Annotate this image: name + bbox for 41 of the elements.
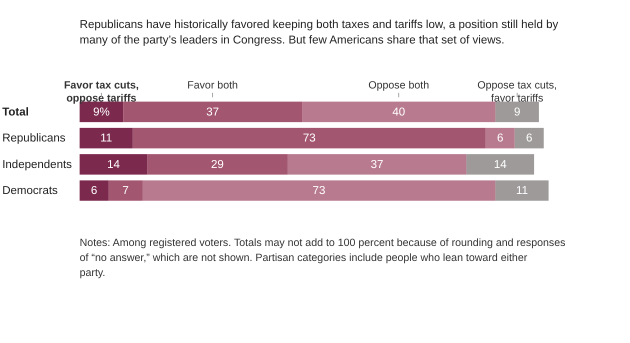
data-label: 7 (122, 185, 129, 198)
data-label: 14 (494, 158, 508, 171)
bar (486, 128, 515, 148)
data-label: 73 (302, 132, 316, 145)
bar (495, 180, 549, 201)
data-label: 37 (370, 158, 384, 171)
bar (123, 102, 302, 122)
data-label: 6 (497, 132, 504, 145)
series-label: Favor tax cuts, oppose tariffs (64, 79, 139, 105)
bar (302, 102, 496, 122)
bar (80, 154, 148, 175)
y-tick-label: Democrats (2, 185, 58, 198)
data-label: 73 (312, 185, 326, 198)
data-label: 6 (526, 132, 532, 145)
bar (288, 154, 466, 175)
bar (108, 180, 142, 201)
y-tick-label: Independents (2, 158, 72, 171)
data-label: 40 (392, 106, 406, 118)
bar (514, 128, 544, 148)
series-label: Oppose both (368, 79, 430, 92)
text: Notes: Among registered voters. Totals may not add to 100 percent because of rounding and responses of “no answer,” which are not shown. Partisan categories include people who lean toward either party. (80, 236, 566, 279)
bar (80, 180, 109, 201)
series-label: Oppose tax cuts, favor tariffs (477, 79, 557, 105)
series-label: Favor both (187, 79, 238, 92)
data-label: 9% (93, 106, 110, 118)
data-label: 14 (107, 158, 120, 171)
bar (142, 180, 496, 201)
chart-title: Republicans have historically favored keeping both taxes and tariffs low, a position still held by many of the party’s leaders in Congress. But few Americans share that set of views. (80, 19, 558, 46)
bar (495, 102, 539, 122)
data-label: 6 (90, 185, 98, 198)
data-label: 11 (100, 132, 112, 145)
data-label: 11 (516, 185, 528, 198)
bar (132, 128, 486, 148)
y-tick-label: Republicans (2, 132, 66, 145)
data-label: 29 (211, 158, 224, 171)
bar (147, 154, 288, 175)
data-label: 37 (206, 106, 219, 118)
bar (80, 128, 133, 148)
bar (466, 154, 534, 175)
y-tick-label: Total (2, 106, 29, 118)
data-label: 9 (514, 106, 520, 118)
